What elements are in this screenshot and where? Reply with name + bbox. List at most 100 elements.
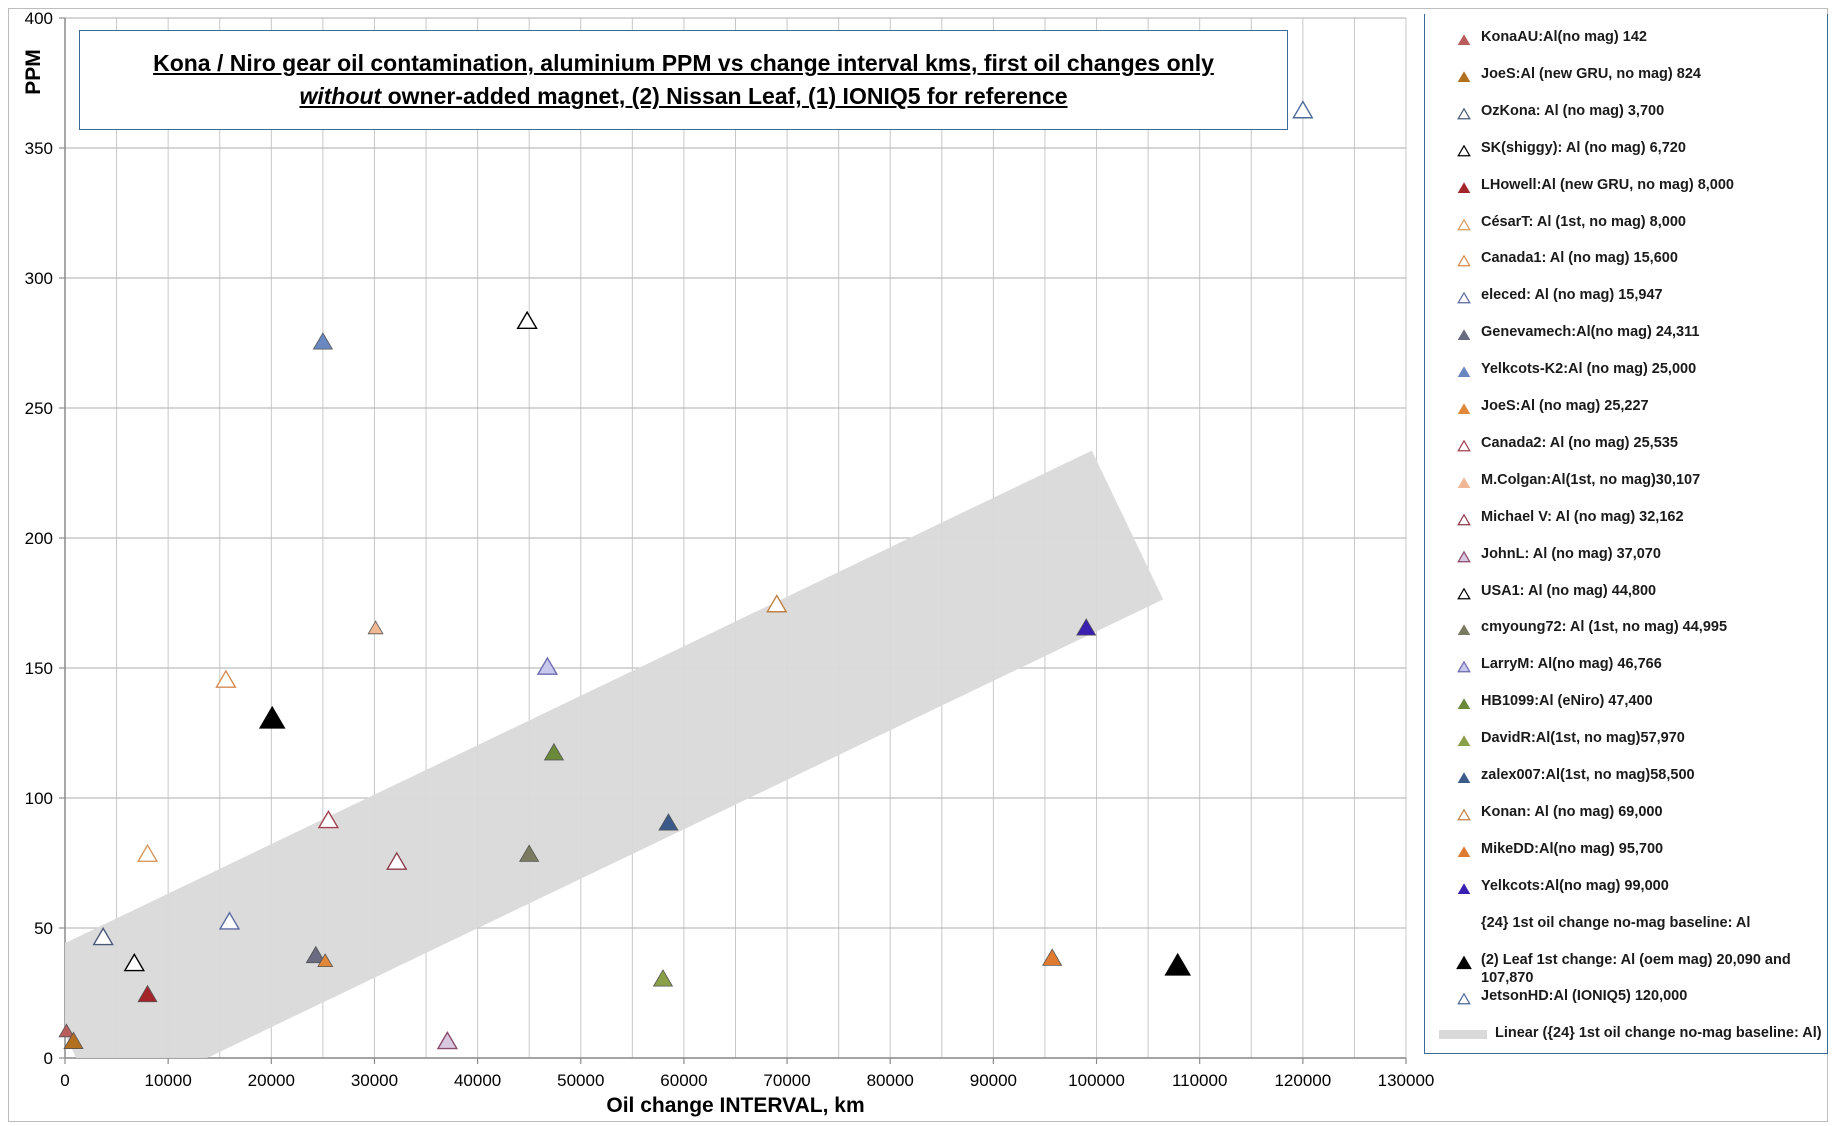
- legend-marker: [1457, 218, 1471, 230]
- legend-trendline-swatch: [1439, 1030, 1487, 1040]
- legend-label: Konan: Al (no mag) 69,000: [1481, 803, 1663, 820]
- legend-marker-shape: [1457, 513, 1471, 526]
- y-tick-label: 100: [25, 789, 53, 808]
- legend-item: {24} 1st oil change no-mag baseline: Al: [1425, 910, 1825, 944]
- trend-band: [65, 450, 1164, 1058]
- legend-item: LarryM: Al(no mag) 46,766: [1425, 651, 1825, 685]
- data-point: [367, 620, 384, 635]
- legend-marker: [1457, 660, 1471, 673]
- legend-item: DavidR:Al(1st, no mag)57,970: [1425, 725, 1825, 759]
- x-tick-label: 30000: [351, 1071, 398, 1090]
- data-point: [63, 1031, 84, 1049]
- legend-label: JoeS:Al (no mag) 25,227: [1481, 398, 1649, 414]
- data-point: [536, 656, 559, 675]
- legend-marker-shape: [1457, 144, 1471, 157]
- legend-label: LarryM: Al(no mag) 46,766: [1481, 656, 1662, 673]
- legend-marker: [1457, 993, 1471, 1005]
- legend-marker: [1456, 955, 1472, 969]
- data-point: [312, 332, 334, 350]
- legend-item: JohnL: Al (no mag) 37,070: [1425, 541, 1825, 575]
- legend-label: (2) Leaf 1st change: Al (oem mag) 20,090…: [1481, 951, 1791, 986]
- x-tick-label: 80000: [867, 1071, 914, 1090]
- legend-item: JoeS:Al (new GRU, no mag) 824: [1425, 61, 1825, 95]
- legend-label: LHowell:Al (new GRU, no mag) 8,000: [1481, 176, 1734, 193]
- legend-label: MikeDD:Al(no mag) 95,700: [1481, 840, 1664, 857]
- data-point: [58, 1023, 75, 1038]
- data-point: [305, 945, 326, 964]
- legend-item: Yelkcots-K2:Al (no mag) 25,000: [1425, 356, 1825, 390]
- data-point: [386, 851, 408, 870]
- legend-marker: [1457, 698, 1471, 710]
- x-tick-label: 20000: [248, 1071, 295, 1090]
- data-point: [137, 984, 158, 1003]
- legend-marker-shape: [1457, 366, 1471, 378]
- data-point: [1042, 948, 1063, 966]
- legend-label: SK(shiggy): Al (no mag) 6,720: [1481, 139, 1686, 156]
- legend-marker-shape: [1457, 882, 1471, 894]
- legend-marker: [1457, 735, 1471, 747]
- legend-item: KonaAU:Al(no mag) 142: [1425, 24, 1825, 58]
- data-point: [1164, 952, 1192, 976]
- data-point: [658, 813, 679, 831]
- legend-marker: [1457, 477, 1471, 488]
- legend-marker: [1457, 291, 1471, 304]
- legend-label: DavidR:Al(1st, no mag)57,970: [1481, 730, 1685, 747]
- legend-label: zalex007:Al(1st, no mag)58,500: [1481, 767, 1695, 783]
- legend-item: Michael V: Al (no mag) 32,162: [1425, 504, 1825, 538]
- x-tick-label: 0: [60, 1071, 69, 1090]
- legend-marker: [1457, 255, 1471, 267]
- legend-marker-shape: [1457, 698, 1471, 710]
- data-point: [136, 843, 159, 863]
- legend-marker-shape: [1457, 291, 1471, 304]
- legend-label: Michael V: Al (no mag) 32,162: [1481, 508, 1684, 525]
- legend-item: CésarT: Al (1st, no mag) 8,000: [1425, 209, 1825, 243]
- data-point: [1076, 618, 1097, 636]
- legend-item: LHowell:Al (new GRU, no mag) 8,000: [1425, 172, 1825, 206]
- legend-marker: [1457, 439, 1471, 452]
- legend-label: JoeS:Al (new GRU, no mag) 824: [1481, 65, 1701, 82]
- legend-marker-shape: [1456, 955, 1472, 969]
- legend-label: Canada2: Al (no mag) 25,535: [1481, 434, 1678, 451]
- legend-label: cmyoung72: Al (1st, no mag) 44,995: [1481, 619, 1728, 636]
- legend-item: eleced: Al (no mag) 15,947: [1425, 282, 1825, 316]
- data-point: [436, 1030, 459, 1050]
- legend-label: USA1: Al (no mag) 44,800: [1481, 582, 1657, 599]
- x-tick-label: 60000: [660, 1071, 707, 1090]
- y-axis-title: PPM: [22, 49, 45, 95]
- legend-item: Genevamech:Al(no mag) 24,311: [1425, 319, 1825, 353]
- x-tick-label: 130000: [1378, 1071, 1435, 1090]
- legend-marker-shape: [1457, 808, 1471, 821]
- legend-marker: [1457, 403, 1471, 415]
- data-point: [215, 669, 237, 688]
- legend-marker: [1457, 624, 1471, 636]
- y-tick-label: 200: [25, 529, 53, 548]
- legend-marker: [1457, 882, 1471, 894]
- data-point: [766, 594, 788, 613]
- legend-label: {24} 1st oil change no-mag baseline: Al: [1481, 914, 1751, 931]
- legend-marker: [1457, 772, 1471, 784]
- legend-item: MikeDD:Al(no mag) 95,700: [1425, 836, 1825, 870]
- data-point: [92, 926, 114, 946]
- legend-marker: [1457, 513, 1471, 526]
- legend-item: zalex007:Al(1st, no mag)58,500: [1425, 762, 1825, 796]
- legend-marker-shape: [1457, 181, 1471, 193]
- data-point: [317, 809, 340, 829]
- chart-title-line-2: without owner-added magnet, (2) Nissan L…: [299, 83, 1068, 109]
- legend-marker: [1457, 587, 1471, 599]
- legend-marker-shape: [1457, 550, 1471, 562]
- legend-label: Yelkcots-K2:Al (no mag) 25,000: [1481, 361, 1697, 378]
- legend-marker-shape: [1457, 772, 1471, 784]
- legend-label: M.Colgan:Al(1st, no mag)30,107: [1481, 471, 1701, 488]
- legend-label: Yelkcots:Al(no mag) 99,000: [1481, 877, 1669, 894]
- data-point: [1292, 100, 1314, 119]
- legend: KonaAU:Al(no mag) 142 JoeS:Al (new GRU, n…: [1424, 14, 1828, 1054]
- x-tick-label: 120000: [1274, 1071, 1331, 1090]
- legend-marker: [1457, 144, 1471, 157]
- legend-item: JoeS:Al (no mag) 25,227: [1425, 393, 1825, 427]
- legend-label: CésarT: Al (1st, no mag) 8,000: [1481, 213, 1686, 230]
- data-point: [543, 742, 565, 761]
- chart-title-box: Kona / Niro gear oil contamination, alum…: [79, 30, 1288, 130]
- legend-marker-shape: [1457, 71, 1471, 82]
- legend-label: HB1099:Al (eNiro) 47,400: [1481, 693, 1653, 710]
